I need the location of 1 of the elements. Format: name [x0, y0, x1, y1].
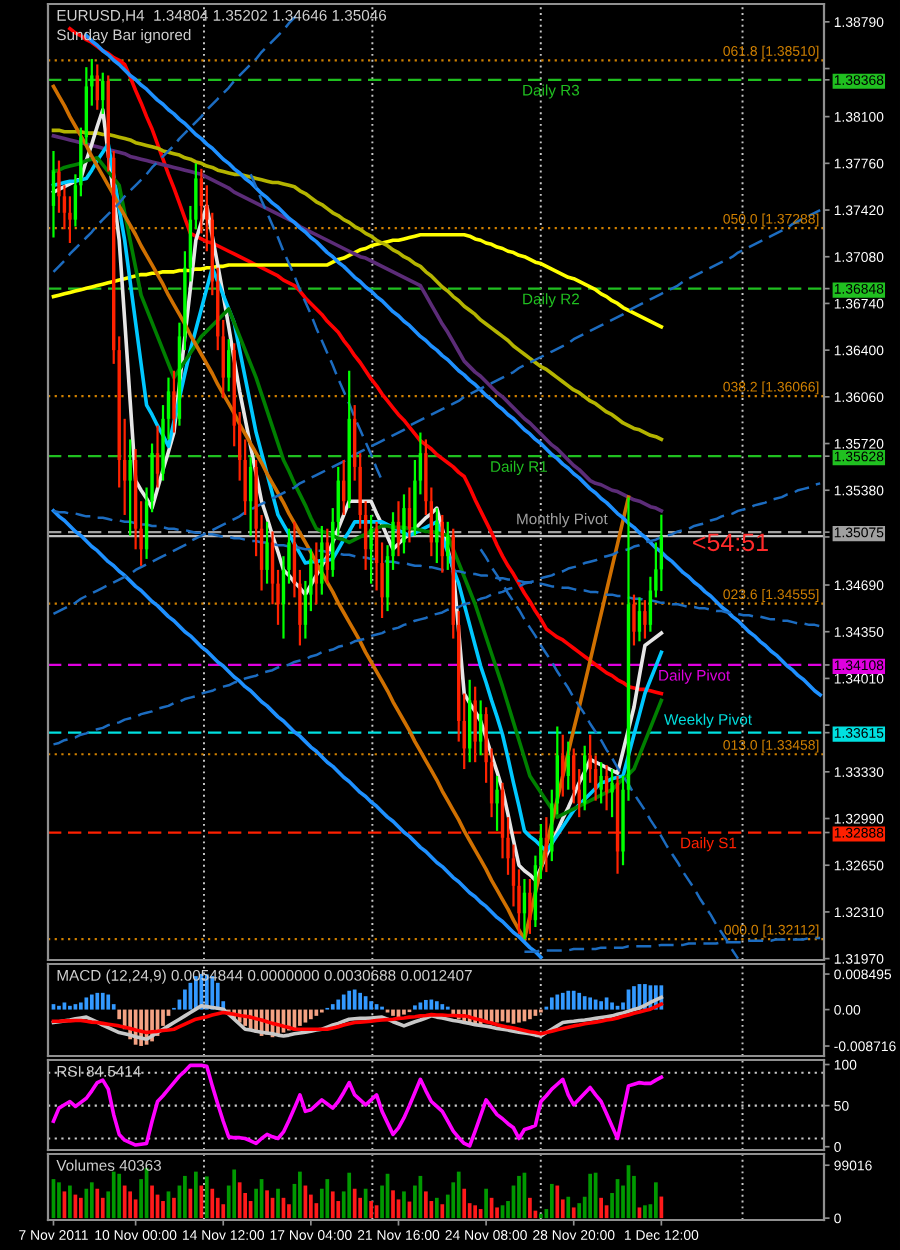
annotation: <54:51	[693, 533, 768, 552]
